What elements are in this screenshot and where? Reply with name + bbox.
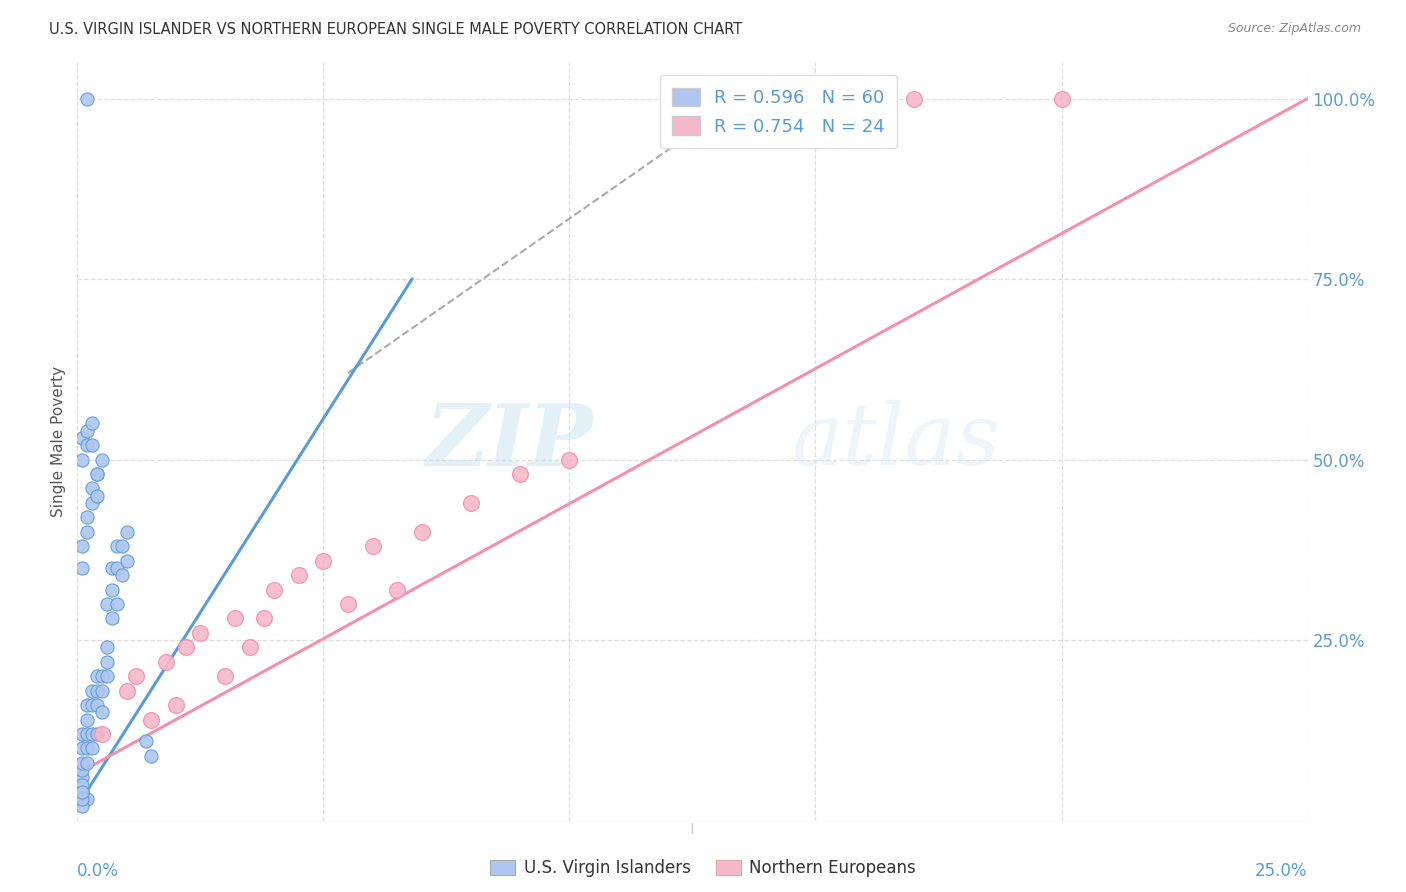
Point [82,496,104,510]
Point [76,727,98,741]
Point [96,655,118,669]
Point [90,452,114,467]
Point [70,741,93,756]
Point [101,561,124,575]
Point [70,785,93,799]
Point [82,727,104,741]
Point [165,698,187,712]
Legend: U.S. Virgin Islanders, Northern Europeans: U.S. Virgin Islanders, Northern European… [484,853,922,884]
Point [125,669,148,683]
Point [86,669,108,683]
Point [82,698,104,712]
Point [82,741,104,756]
Point [76,713,98,727]
Point [96,597,118,611]
Point [105,597,128,611]
Point [90,683,114,698]
Point [70,785,93,799]
Point [411,524,433,539]
Point [76,756,98,770]
Point [101,582,124,597]
Point [70,763,93,777]
Point [361,539,384,553]
Point [105,561,128,575]
Point [115,524,138,539]
Point [82,482,104,496]
Point [90,727,114,741]
Point [76,424,98,438]
Point [337,597,360,611]
Point [96,669,118,683]
Point [105,539,128,553]
Point [70,792,93,806]
Point [86,467,108,481]
Point [76,524,98,539]
Point [70,539,93,553]
Point [288,568,311,582]
Point [101,611,124,625]
Point [90,706,114,720]
Point [174,640,197,655]
Text: 0.0%: 0.0% [77,863,120,880]
Point [155,655,177,669]
Point [111,539,132,553]
Point [76,91,98,105]
Point [86,698,108,712]
Point [509,467,531,481]
Point [70,778,93,792]
Legend: R = 0.596   N = 60, R = 0.754   N = 24: R = 0.596 N = 60, R = 0.754 N = 24 [659,75,897,148]
Point [263,582,285,597]
Point [214,669,236,683]
Point [70,561,93,575]
Text: 25.0%: 25.0% [1256,863,1308,880]
Point [115,683,138,698]
Point [141,713,163,727]
Point [76,792,98,806]
Text: U.S. VIRGIN ISLANDER VS NORTHERN EUROPEAN SINGLE MALE POVERTY CORRELATION CHART: U.S. VIRGIN ISLANDER VS NORTHERN EUROPEA… [49,22,742,37]
Point [76,510,98,524]
Point [86,467,108,481]
Point [86,683,108,698]
Point [70,452,93,467]
Point [82,683,104,698]
Point [96,640,118,655]
Point [1050,91,1073,105]
Point [188,626,212,640]
Point [111,568,132,582]
Point [76,741,98,756]
Point [141,748,163,763]
Text: atlas: atlas [792,401,1000,483]
Point [86,489,108,503]
Point [70,770,93,784]
Point [70,799,93,814]
Point [253,611,276,625]
Point [903,91,925,105]
Y-axis label: Single Male Poverty: Single Male Poverty [51,366,66,517]
Point [70,431,93,445]
Point [86,727,108,741]
Point [135,734,157,748]
Point [76,698,98,712]
Point [224,611,246,625]
Point [82,438,104,452]
Point [460,496,482,510]
Point [239,640,262,655]
Point [76,438,98,452]
Point [82,417,104,431]
Point [70,756,93,770]
Text: Source: ZipAtlas.com: Source: ZipAtlas.com [1227,22,1361,36]
Point [385,582,409,597]
Point [70,727,93,741]
Point [90,669,114,683]
Point [312,554,335,568]
Text: ZIP: ZIP [426,400,595,483]
Point [558,452,581,467]
Point [115,554,138,568]
